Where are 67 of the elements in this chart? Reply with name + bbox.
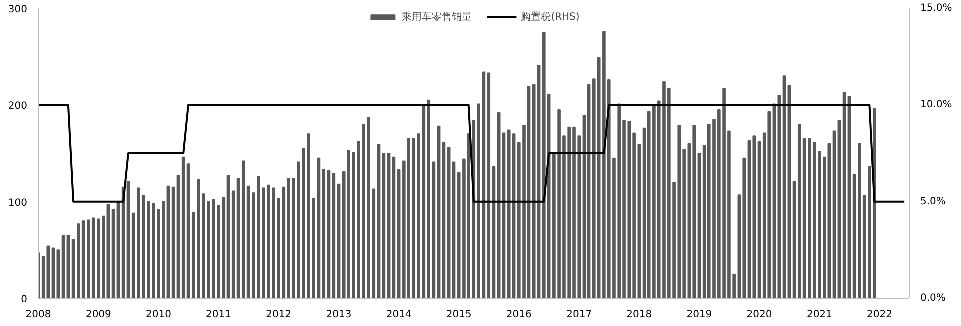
legend-label: 购置税(RHS)	[521, 10, 580, 24]
y2-tick-label: 15.0%	[920, 3, 952, 14]
y-tick-label: 300	[8, 4, 28, 16]
x-tick-label: 2018	[626, 310, 652, 320]
bar	[442, 142, 446, 298]
bar	[327, 170, 331, 298]
bar	[788, 85, 792, 298]
x-tick-label: 2019	[686, 310, 712, 320]
x-tick-label: 2020	[746, 310, 772, 320]
y2-tick-label: 0.0%	[920, 293, 946, 304]
bar	[452, 162, 456, 298]
bar	[72, 239, 76, 298]
bar	[112, 209, 116, 298]
bar	[332, 173, 336, 298]
bar	[432, 162, 436, 298]
x-tick-label: 2016	[506, 310, 532, 320]
bar	[792, 181, 796, 298]
bar	[52, 248, 56, 298]
legend-label: 乘用车零售销量	[402, 10, 472, 24]
bar	[232, 190, 236, 298]
bar	[372, 188, 376, 298]
bar	[502, 132, 506, 298]
bar	[132, 212, 136, 298]
bar	[126, 181, 130, 298]
bar	[337, 184, 341, 298]
bar	[848, 96, 852, 298]
bar	[186, 164, 190, 298]
bar	[377, 144, 381, 298]
bar	[447, 147, 451, 298]
bar	[236, 178, 240, 298]
bar	[758, 141, 762, 298]
bar	[842, 92, 846, 298]
x-tick-label: 2021	[806, 310, 832, 320]
bar	[838, 120, 842, 298]
bar	[56, 250, 60, 298]
x-tick-label: 2008	[26, 310, 52, 320]
x-tick-label: 2022	[867, 310, 892, 320]
bar	[182, 156, 186, 298]
bar	[172, 186, 176, 298]
bar	[497, 112, 501, 298]
bar	[387, 153, 391, 298]
bar	[832, 130, 836, 298]
bar	[852, 174, 856, 298]
y2-tick-label: 5.0%	[920, 196, 946, 208]
x-tick-label: 2012	[266, 310, 292, 320]
bar	[698, 153, 702, 298]
bar	[382, 153, 386, 298]
x-tick-label: 2009	[86, 310, 112, 320]
bar	[116, 202, 120, 298]
y2-tick-label: 10.0%	[920, 100, 952, 111]
x-tick-label: 2014	[386, 310, 412, 320]
x-tick-label: 2015	[446, 310, 472, 320]
bar	[392, 156, 396, 298]
bar	[176, 175, 180, 298]
x-tick-label: 2010	[146, 310, 172, 320]
bar	[782, 76, 786, 298]
x-tick-label: 2017	[566, 310, 592, 320]
bar	[62, 235, 66, 298]
bar	[587, 84, 591, 298]
bar	[437, 126, 441, 298]
y-tick-label: 0	[21, 294, 28, 306]
x-tick-label: 2013	[326, 310, 352, 320]
y-tick-label: 100	[8, 198, 28, 209]
y-tick-label: 200	[8, 101, 28, 112]
bar	[397, 169, 401, 298]
x-tick-label: 2011	[206, 310, 232, 320]
bar	[66, 235, 70, 298]
